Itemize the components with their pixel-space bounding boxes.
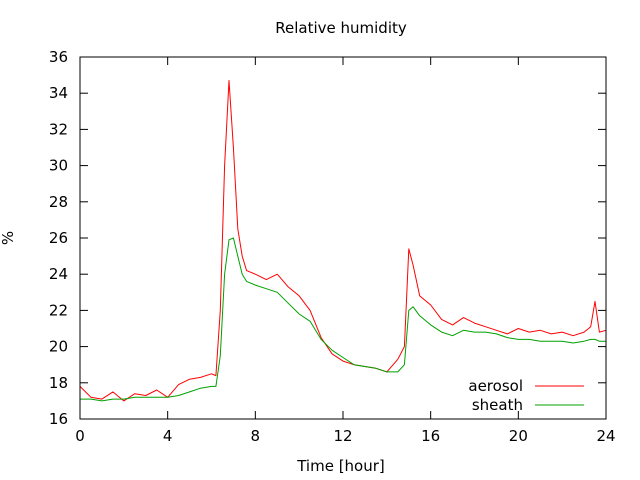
legend-label-aerosol: aerosol (468, 377, 523, 395)
y-tick-label: 32 (49, 120, 68, 138)
y-tick-label: 36 (49, 48, 68, 66)
y-tick-label: 24 (49, 265, 68, 283)
legend-label-sheath: sheath (472, 396, 523, 414)
x-tick-label: 20 (509, 427, 528, 445)
series-line-aerosol (79, 80, 607, 402)
y-tick-label: 34 (49, 84, 68, 102)
x-tick-label: 12 (333, 427, 352, 445)
series-line-sheath (80, 237, 606, 402)
y-tick-label: 26 (49, 229, 68, 247)
plot-frame (79, 56, 607, 420)
chart-title: Relative humidity (275, 19, 407, 37)
y-tick-label: 16 (49, 410, 68, 428)
x-tick-label: 16 (421, 427, 440, 445)
axis-ticks: 0 4 8 12 16 20 24 16 18 20 22 24 26 28 30 32 34 36 (49, 48, 616, 445)
y-tick-label: 22 (49, 301, 68, 319)
y-tick-label: 30 (49, 157, 68, 175)
x-tick-label: 24 (596, 427, 615, 445)
x-tick-label: 8 (251, 427, 261, 445)
y-tick-label: 20 (49, 338, 68, 356)
y-axis-label: % (0, 231, 17, 245)
x-tick-label: 0 (75, 427, 85, 445)
x-tick-label: 4 (163, 427, 173, 445)
y-tick-label: 28 (49, 193, 68, 211)
x-axis-label: Time [hour] (296, 457, 385, 475)
y-tick-label: 18 (49, 374, 68, 392)
series-lines (79, 80, 607, 402)
